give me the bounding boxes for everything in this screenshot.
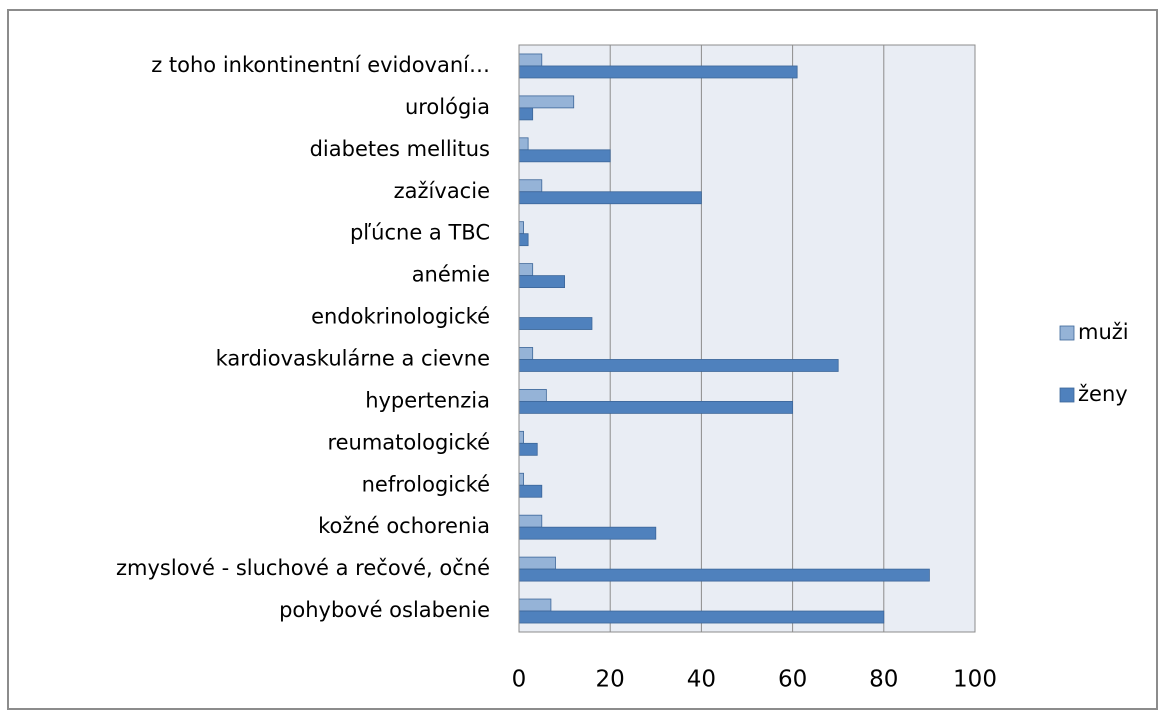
bar <box>518 221 524 235</box>
y-tick-label: nefrologické <box>362 472 490 496</box>
bar <box>518 430 524 444</box>
legend-label: ženy <box>1078 382 1128 406</box>
bar <box>518 179 543 193</box>
x-tick-label: 40 <box>687 667 716 693</box>
bar <box>518 514 543 528</box>
plot-area <box>518 44 976 633</box>
legend-label: muži <box>1078 320 1129 344</box>
bar <box>518 526 657 540</box>
bar <box>518 317 593 330</box>
y-tick-label: reumatologické <box>327 430 490 454</box>
bar <box>518 95 575 109</box>
bar <box>518 556 556 570</box>
y-tick-label: zmyslové - sluchové a rečové, očné <box>116 556 490 580</box>
bar <box>518 359 839 372</box>
bar <box>518 568 930 582</box>
legend-swatch <box>1059 325 1075 341</box>
y-tick-label: z toho inkontinentní evidovaní… <box>151 53 490 77</box>
bar <box>518 275 565 289</box>
y-tick-label: hypertenzia <box>365 388 490 412</box>
y-tick-label: pľúcne a TBC <box>350 221 490 245</box>
bar <box>518 233 529 247</box>
bar <box>518 442 538 456</box>
bar <box>518 65 798 79</box>
x-tick-label: 80 <box>869 667 898 693</box>
y-tick-label: urológia <box>405 95 490 119</box>
bar <box>518 388 547 402</box>
bar <box>518 53 543 67</box>
y-tick-label: endokrinologické <box>311 305 490 329</box>
legend-swatch <box>1059 387 1075 403</box>
bar <box>518 610 885 624</box>
y-tick-label: anémie <box>412 263 490 287</box>
bar <box>518 263 534 277</box>
bar <box>518 107 534 121</box>
bar <box>518 484 543 498</box>
x-tick-label: 20 <box>596 667 625 693</box>
bar <box>518 191 702 205</box>
x-tick-label: 0 <box>512 667 527 693</box>
bar <box>518 149 611 163</box>
bar <box>518 400 794 414</box>
y-tick-label: kardiovaskulárne a cievne <box>216 346 490 370</box>
y-tick-label: pohybové oslabenie <box>279 598 490 622</box>
y-tick-label: diabetes mellitus <box>310 137 490 161</box>
y-tick-label: kožné ochorenia <box>318 514 490 538</box>
bar <box>518 598 552 612</box>
bar <box>518 472 524 486</box>
bar <box>518 347 534 360</box>
x-tick-label: 100 <box>953 667 997 693</box>
bar <box>518 137 529 151</box>
x-tick-label: 60 <box>778 667 807 693</box>
y-tick-label: zažívacie <box>394 179 490 203</box>
